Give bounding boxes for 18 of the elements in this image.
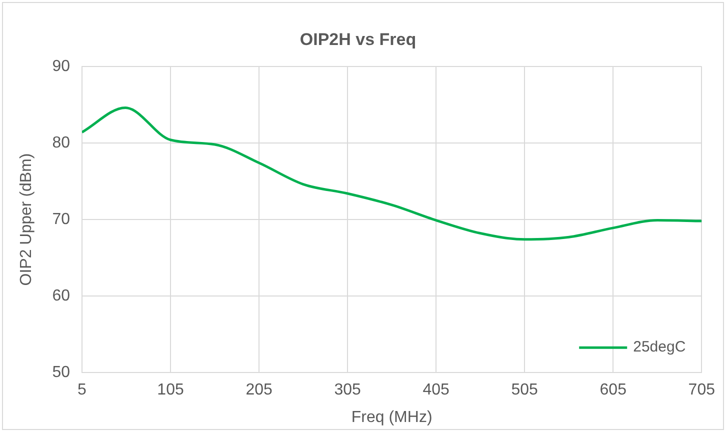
y-axis-title: OIP2 Upper (dBm) xyxy=(18,153,36,286)
x-axis-title: Freq (MHz) xyxy=(351,408,432,426)
x-tick-label: 505 xyxy=(511,382,538,399)
x-tick-label: 705 xyxy=(688,382,716,399)
y-tick-label: 70 xyxy=(52,210,70,228)
x-tick-label: 605 xyxy=(600,382,627,399)
legend-label: 25degC xyxy=(633,338,686,356)
x-tick-label: 305 xyxy=(334,382,362,399)
chart-title: OIP2H vs Freq xyxy=(300,30,416,49)
x-tick-label: 405 xyxy=(422,382,450,399)
x-tick-label: 5 xyxy=(78,382,87,399)
x-tick-label: 105 xyxy=(157,382,184,399)
y-tick-label: 50 xyxy=(52,364,70,382)
y-tick-label: 90 xyxy=(52,58,70,75)
y-tick-label: 80 xyxy=(52,134,70,152)
x-tick-label: 205 xyxy=(246,382,272,399)
y-tick-label: 60 xyxy=(52,287,70,304)
line-series xyxy=(82,106,702,241)
